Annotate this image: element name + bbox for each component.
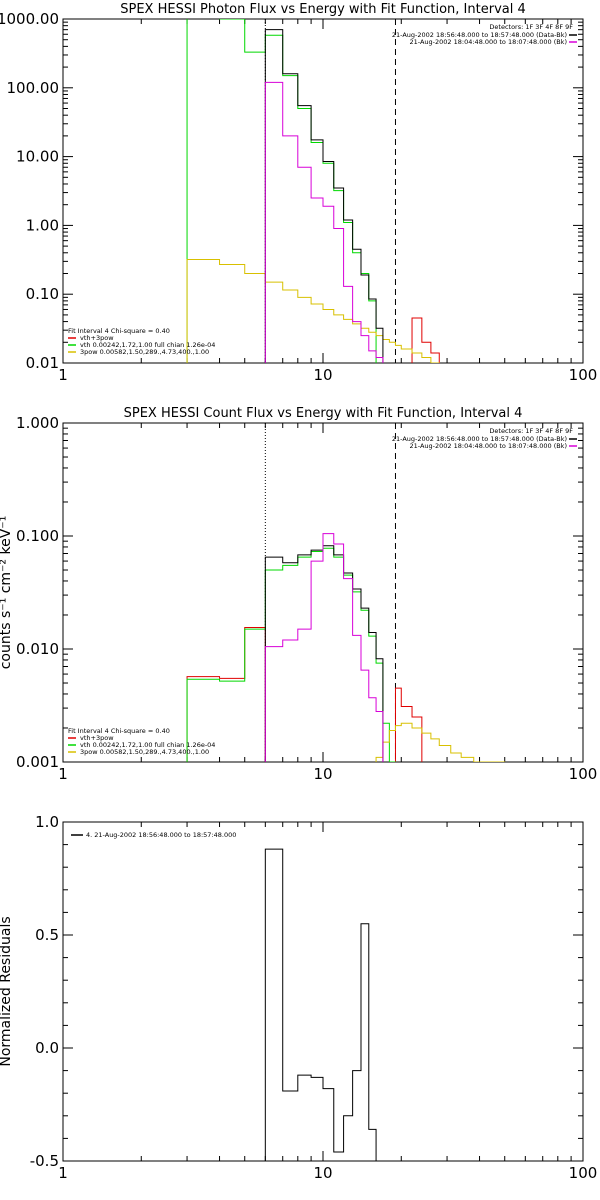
- detectors-label: Detectors: 1F 3F 4F 8F 9F: [489, 427, 573, 435]
- y-tick-label: -0.5: [30, 1152, 59, 1170]
- data-area: [186, 533, 506, 762]
- y-axis: 0.001 0.010 0.100 1.000: [16, 414, 583, 771]
- series-line: [264, 848, 377, 1161]
- legend-item: vth+3pow: [80, 334, 114, 342]
- y-tick-label: 100.00: [7, 79, 60, 97]
- y-tick-label: 0.10: [26, 285, 59, 303]
- legend-item: vth+3pow: [80, 734, 114, 742]
- y-tick-label: 0.010: [16, 640, 59, 658]
- info-line: 21-Aug-2002 18:56:48.000 to 18:57:48.000…: [392, 31, 567, 39]
- legend-item: vth 0.00242,1.72,1.00 full chian 1.26e-0…: [80, 741, 215, 749]
- y-tick-label: 0.100: [16, 527, 59, 545]
- legend-item: 3pow 0.00582,1.50,289.,4.73,400.,1.00: [80, 748, 209, 756]
- plot-frame: [62, 18, 584, 364]
- y-tick-label: 0.001: [16, 753, 59, 771]
- series-line: [411, 317, 440, 363]
- y-axis-label: counts s⁻¹ cm⁻² keV⁻¹: [0, 516, 14, 670]
- y-tick-label: 0.0: [35, 1039, 59, 1057]
- y-axis: 0.01 0.10 1.00 10.00 100.00 1000.00: [0, 10, 583, 372]
- y-tick-label: 1.000: [16, 414, 59, 432]
- series-line: [186, 258, 440, 363]
- series-line: [375, 722, 506, 762]
- x-tick-label: 100: [569, 765, 598, 783]
- legend: 4. 21-Aug-2002 18:56:48.000 to 18:57:48.…: [71, 831, 236, 839]
- series-line: [264, 545, 384, 762]
- x-tick-label: 10: [313, 366, 332, 384]
- x-tick-label: 1: [58, 1164, 68, 1182]
- y-tick-label: 1000.00: [0, 10, 59, 28]
- legend-header: Fit Interval 4 Chi-square = 0.40: [68, 327, 170, 335]
- plot-frame: [62, 422, 584, 763]
- count-flux-panel: SPEX HESSI Count Flux vs Energy with Fit…: [0, 406, 597, 783]
- y-tick-label: 1.0: [35, 813, 59, 831]
- x-tick-label: 1: [58, 765, 68, 783]
- series-line: [186, 547, 396, 762]
- y-tick-label: 10.00: [16, 148, 59, 166]
- residuals-panel: Normalized Residuals 1 10 100 -0.5 0.0 0.5 1.0 4…: [0, 813, 597, 1182]
- x-tick-label: 10: [313, 765, 332, 783]
- series-line: [186, 19, 377, 363]
- y-axis: -0.5 0.0 0.5 1.0: [30, 813, 583, 1170]
- chart-title: SPEX HESSI Photon Flux vs Energy with Fi…: [120, 2, 526, 17]
- detectors-label: Detectors: 1F 3F 4F 8F 9F: [489, 23, 573, 31]
- series-line: [264, 533, 384, 762]
- legend-item: 4. 21-Aug-2002 18:56:48.000 to 18:57:48.…: [86, 831, 236, 839]
- legend: Fit Interval 4 Chi-square = 0.40vth+3pow…: [68, 727, 215, 756]
- x-axis: 1 10 100: [58, 19, 597, 384]
- legend-item: vth 0.00242,1.72,1.00 full chian 1.26e-0…: [80, 341, 215, 349]
- legend: Fit Interval 4 Chi-square = 0.40vth+3pow…: [68, 327, 215, 356]
- info-line: 21-Aug-2002 18:04:48.000 to 18:07:48.000…: [410, 442, 567, 450]
- series-line: [264, 81, 384, 363]
- x-tick-label: 100: [569, 1164, 598, 1182]
- legend-header: Fit Interval 4 Chi-square = 0.40: [68, 727, 170, 735]
- x-axis: 1 10 100: [58, 822, 597, 1182]
- info-line: 21-Aug-2002 18:56:48.000 to 18:57:48.000…: [392, 435, 567, 443]
- info-line: 21-Aug-2002 18:04:48.000 to 18:07:48.000…: [410, 38, 567, 46]
- x-tick-label: 1: [58, 366, 68, 384]
- data-area: [186, 19, 440, 363]
- series-line: [186, 626, 423, 762]
- data-area: [264, 848, 377, 1161]
- chart-title: SPEX HESSI Count Flux vs Energy with Fit…: [124, 406, 523, 421]
- legend-item: 3pow 0.00582,1.50,289.,4.73,400.,1.00: [80, 348, 209, 356]
- plot-frame: [62, 821, 584, 1162]
- x-tick-label: 100: [569, 366, 598, 384]
- y-axis-label: Normalized Residuals: [0, 916, 14, 1066]
- y-tick-label: 0.5: [35, 926, 59, 944]
- series-line: [264, 29, 384, 363]
- photon-flux-panel: SPEX HESSI Photon Flux vs Energy with Fi…: [0, 2, 597, 384]
- y-tick-label: 1.00: [26, 216, 59, 234]
- x-tick-label: 10: [313, 1164, 332, 1182]
- y-tick-label: 0.01: [26, 354, 59, 372]
